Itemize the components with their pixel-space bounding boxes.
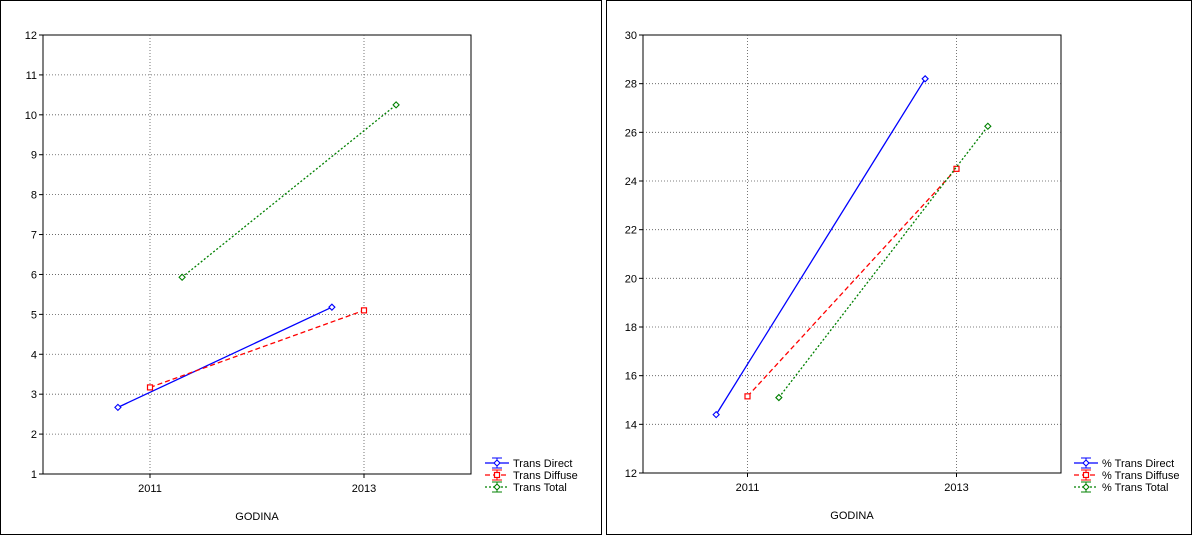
y-tick-label: 5 [31, 309, 37, 321]
series-2-point [953, 165, 960, 172]
x-tick-label: 2011 [138, 483, 162, 495]
series-line-3 [181, 104, 397, 278]
x-axis-title: GODINA [830, 510, 874, 522]
y-tick-label: 30 [625, 30, 637, 42]
y-tick-label: 10 [25, 110, 37, 122]
y-tick-label: 26 [625, 127, 637, 139]
y-tick-label: 16 [625, 371, 637, 383]
series-2-point [146, 384, 154, 391]
y-tick-label: 8 [31, 190, 37, 202]
x-tick-label: 2011 [736, 482, 760, 494]
series-2-point [744, 393, 751, 400]
x-tick-label: 2013 [352, 483, 376, 495]
y-tick-label: 7 [31, 230, 37, 242]
series-1-point [114, 403, 122, 412]
series-2-point [360, 307, 368, 314]
series-1-point [712, 410, 720, 419]
y-tick-label: 3 [31, 389, 37, 401]
series-line-1 [715, 78, 926, 415]
legend-label-3: % Trans Total [1102, 482, 1168, 494]
series-3-point [984, 122, 992, 131]
legend-label-1: Trans Direct [513, 458, 573, 470]
legend-label-2: % Trans Diffuse [1102, 470, 1179, 482]
chart-panel-left: 1 2 3 4 5 6 7 8 9 10 11 12 2011 2013 GODINA Trans Direc… [0, 0, 602, 535]
series-line-3 [778, 125, 989, 398]
series-1-point [921, 75, 929, 83]
series-3-point [392, 101, 400, 109]
legend-marker-1 [493, 459, 501, 467]
series-3-point [775, 393, 783, 402]
legend-label-3: Trans Total [513, 482, 567, 494]
y-tick-label: 12 [25, 30, 37, 42]
y-tick-label: 11 [26, 70, 37, 82]
legend-marker-3 [493, 483, 501, 491]
y-tick-label: 2 [31, 429, 37, 441]
y-tick-label: 12 [625, 468, 637, 480]
y-tick-label: 18 [625, 322, 637, 334]
x-tick-label: 2013 [944, 482, 968, 494]
legend-marker-1 [1082, 459, 1090, 467]
y-tick-label: 14 [625, 419, 637, 431]
legend-marker-2 [493, 471, 501, 479]
chart-panel-right: 12 14 16 18 20 22 24 26 28 30 2011 2013 GODINA % Tran… [606, 0, 1192, 535]
y-tick-label: 6 [31, 269, 37, 281]
y-tick-label: 22 [625, 225, 637, 237]
series-line-2 [747, 168, 957, 397]
y-tick-label: 20 [625, 273, 637, 285]
legend-label-2: Trans Diffuse [513, 470, 578, 482]
plot-area [42, 34, 472, 475]
series-line-1 [117, 306, 333, 408]
plot-area [642, 34, 1062, 474]
y-tick-label: 1 [31, 469, 37, 481]
y-tick-label: 24 [625, 176, 637, 188]
x-axis-title: GODINA [235, 511, 279, 523]
legend-label-1: % Trans Direct [1102, 458, 1174, 470]
legend-marker-3 [1082, 483, 1090, 491]
y-tick-label: 4 [31, 349, 37, 361]
chart-right-svg: 12 14 16 18 20 22 24 26 28 30 2011 2013 GODINA % Tran… [625, 30, 1180, 522]
series-line-2 [149, 309, 365, 389]
y-tick-label: 9 [31, 150, 37, 162]
series-1-point [328, 303, 336, 311]
y-tick-label: 28 [625, 79, 637, 91]
legend-marker-2 [1082, 471, 1090, 479]
series-3-point [178, 273, 186, 282]
